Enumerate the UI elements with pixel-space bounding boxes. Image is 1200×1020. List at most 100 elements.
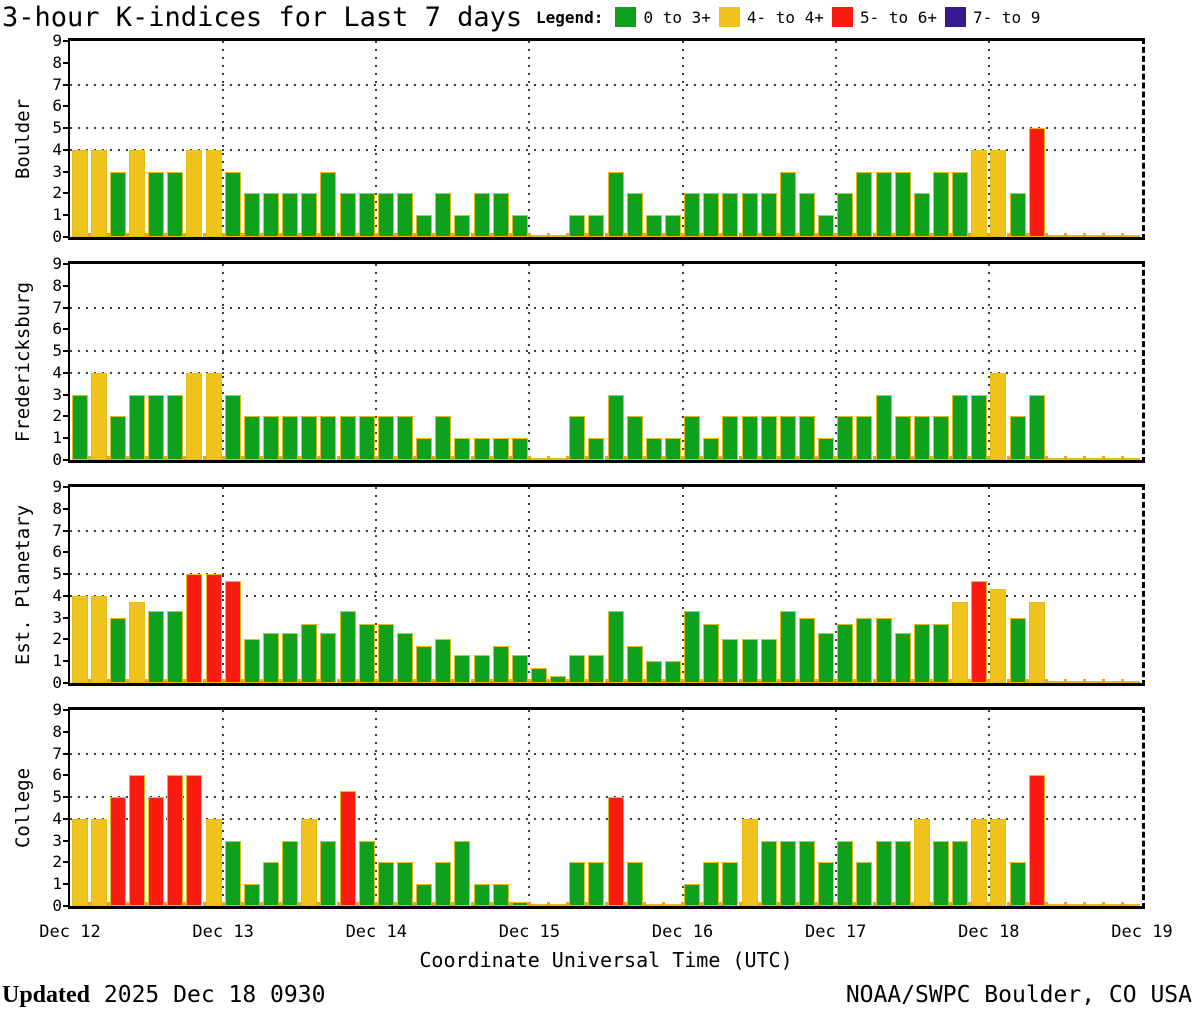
k-index-bar	[320, 633, 337, 683]
k-index-bar	[530, 904, 548, 906]
k-index-bar	[1066, 904, 1084, 906]
y-tick-label: 9	[52, 477, 62, 496]
day-gridline	[834, 487, 837, 683]
k-index-bar	[128, 150, 146, 237]
panel-college	[68, 707, 1145, 909]
baseline-tick	[183, 233, 187, 237]
baseline-tick	[815, 233, 819, 237]
baseline-tick	[240, 233, 244, 237]
baseline-tick	[1044, 679, 1048, 683]
baseline-tick	[929, 233, 933, 237]
baseline-tick	[317, 233, 321, 237]
baseline-tick	[470, 233, 474, 237]
baseline-tick	[853, 679, 857, 683]
baseline-tick	[547, 902, 551, 906]
baseline-tick	[355, 456, 359, 460]
k-index-bar	[856, 416, 873, 460]
baseline-tick	[719, 456, 723, 460]
k-index-bar	[301, 416, 318, 460]
baseline-tick	[527, 902, 531, 906]
baseline-tick	[470, 456, 474, 460]
k-index-bar	[664, 438, 682, 460]
x-axis-title: Coordinate Universal Time (UTC)	[419, 948, 793, 972]
baseline-tick	[795, 902, 799, 906]
baseline-tick	[413, 456, 417, 460]
baseline-tick	[202, 456, 206, 460]
k-index-bar	[396, 193, 414, 237]
k-index-bar	[262, 416, 280, 460]
y-tick-label: 2	[52, 406, 62, 426]
baseline-tick	[106, 679, 110, 683]
k-index-bar	[262, 633, 280, 683]
baseline-tick	[1006, 902, 1010, 906]
k-index-bar	[971, 819, 988, 906]
baseline-tick	[795, 233, 799, 237]
y-tick	[63, 393, 69, 396]
k-index-bar	[416, 884, 433, 906]
baseline-tick	[815, 456, 819, 460]
y-tick	[63, 437, 69, 440]
baseline-tick	[834, 233, 838, 237]
legend-items: 0 to 3+ 4- to 4+ 5- to 6+ 7- to 9	[615, 7, 1048, 27]
baseline-tick	[1025, 233, 1029, 237]
k-index-bar	[722, 639, 739, 683]
baseline-tick	[125, 902, 129, 906]
baseline-tick	[298, 233, 302, 237]
k-index-bar	[1066, 235, 1084, 237]
baseline-tick	[1102, 679, 1106, 683]
baseline-tick	[834, 456, 838, 460]
baseline-tick	[585, 233, 589, 237]
k-index-bar	[607, 611, 624, 683]
k-index-bar	[511, 215, 528, 237]
k-index-bar	[703, 624, 720, 683]
y-tick	[63, 594, 69, 597]
k-index-bar	[71, 819, 88, 906]
k-index-bar	[798, 416, 816, 460]
baseline-tick	[853, 233, 857, 237]
k-index-bar	[837, 841, 854, 906]
gridline	[70, 350, 1142, 353]
k-index-bar	[186, 574, 203, 683]
baseline-tick	[604, 902, 608, 906]
k-index-bar	[262, 862, 280, 906]
k-index-bar	[664, 661, 682, 683]
k-index-bar	[779, 416, 796, 460]
k-index-bar	[550, 904, 567, 906]
baseline-tick	[681, 456, 685, 460]
k-index-bar	[396, 633, 414, 683]
k-index-bar	[760, 639, 777, 683]
gridline	[70, 594, 1142, 597]
baseline-tick	[508, 233, 512, 237]
day-gridline	[222, 41, 225, 237]
k-index-bar	[760, 416, 777, 460]
y-tick-label: 5	[52, 341, 62, 361]
baseline-tick	[145, 233, 149, 237]
k-index-bar	[779, 172, 796, 237]
k-index-bar	[435, 193, 452, 237]
k-index-bar	[71, 150, 88, 237]
k-index-bar	[301, 193, 318, 237]
legend-swatch	[718, 7, 740, 27]
k-index-bar	[741, 193, 758, 237]
k-index-bar	[320, 841, 337, 906]
baseline-tick	[183, 679, 187, 683]
k-index-bar	[243, 416, 260, 460]
y-tick	[63, 861, 69, 864]
baseline-tick	[661, 902, 665, 906]
baseline-tick	[968, 902, 972, 906]
baseline-tick	[757, 902, 761, 906]
k-index-bar	[664, 904, 682, 906]
legend-label: Legend:	[536, 7, 604, 27]
k-index-bar	[301, 819, 318, 906]
y-tick	[63, 752, 69, 755]
y-tick-label: 3	[52, 161, 62, 181]
k-index-bar	[1009, 862, 1026, 906]
y-tick-label: 8	[52, 52, 62, 72]
k-index-bar	[358, 624, 375, 683]
k-index-bar	[1047, 681, 1064, 683]
gridline	[70, 573, 1142, 576]
baseline-tick	[623, 233, 627, 237]
y-tick-label: 2	[52, 852, 62, 872]
k-index-bar	[894, 416, 911, 460]
baseline-tick	[700, 456, 704, 460]
